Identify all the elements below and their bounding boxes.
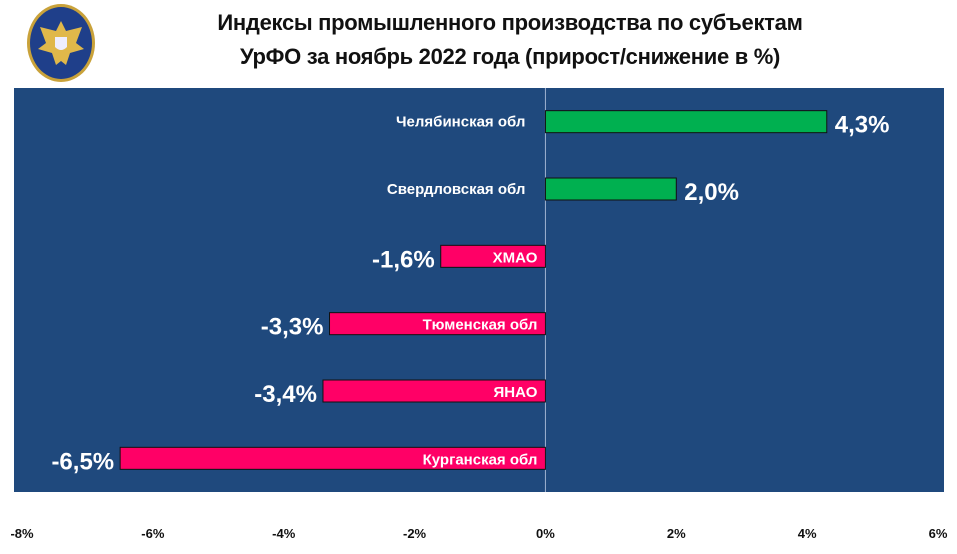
data-label: 4,3% — [835, 112, 890, 139]
x-tick-label: -8% — [10, 526, 34, 541]
emblem-logo — [27, 4, 95, 82]
x-tick-label: 0% — [536, 526, 555, 541]
data-label: -1,6% — [372, 246, 435, 273]
category-label: Тюменская обл — [423, 317, 538, 334]
bar — [544, 110, 828, 134]
bar — [440, 244, 546, 268]
category-label: ЯНАО — [494, 384, 538, 401]
bar — [544, 177, 677, 201]
x-tick-label: -2% — [403, 526, 427, 541]
x-tick-label: -6% — [141, 526, 165, 541]
category-label: Челябинская обл — [396, 114, 525, 131]
bar — [322, 379, 546, 403]
chart-title-line1: Индексы промышленного производства по су… — [217, 10, 803, 35]
x-tick-label: 4% — [798, 526, 817, 541]
data-label: 2,0% — [684, 179, 739, 206]
data-label: -3,3% — [261, 314, 324, 341]
plot-area — [14, 88, 944, 492]
data-label: -3,4% — [254, 381, 317, 408]
bar — [119, 446, 546, 470]
category-label: ХМАО — [493, 249, 538, 266]
category-label: Курганская обл — [423, 451, 538, 468]
data-label: -6,5% — [51, 448, 114, 475]
x-tick-label: 6% — [929, 526, 948, 541]
x-tick-label: 2% — [667, 526, 686, 541]
category-label: Свердловская обл — [387, 181, 526, 198]
x-tick-label: -4% — [272, 526, 296, 541]
chart-title-line2: УрФО за ноябрь 2022 года (прирост/снижен… — [239, 44, 781, 69]
bar — [329, 312, 546, 336]
